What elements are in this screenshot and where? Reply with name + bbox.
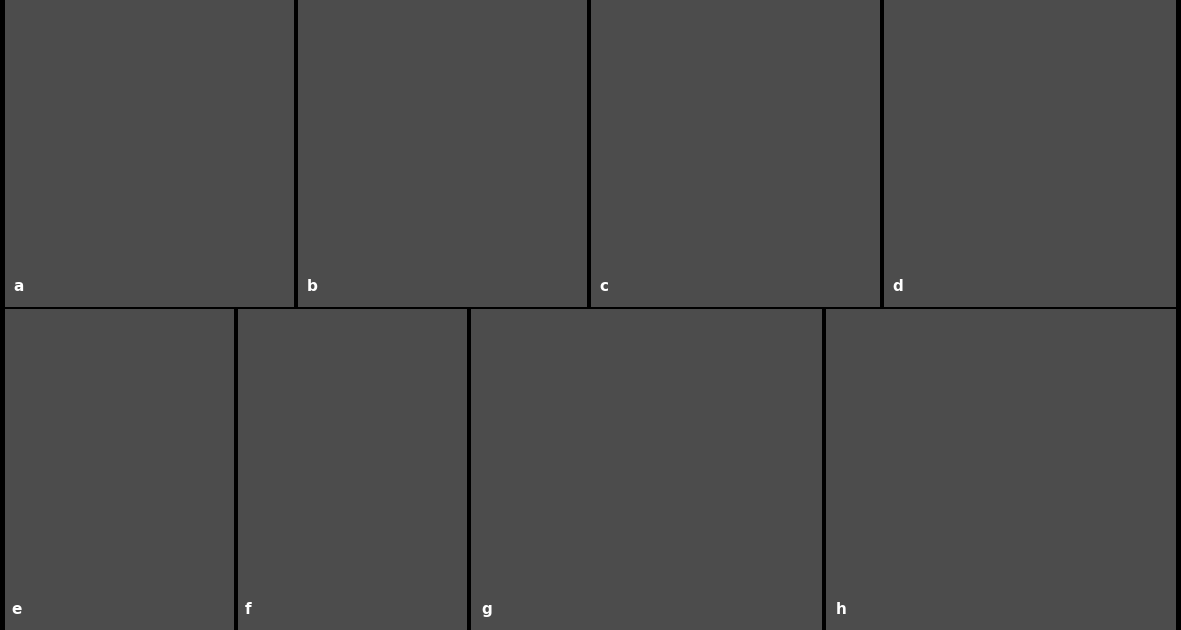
Text: d: d [893,280,903,294]
Text: g: g [481,602,492,617]
Text: c: c [600,280,608,294]
Text: a: a [13,280,24,294]
Text: h: h [836,602,847,617]
Text: f: f [244,602,252,617]
Text: e: e [12,602,22,617]
Text: b: b [306,280,318,294]
